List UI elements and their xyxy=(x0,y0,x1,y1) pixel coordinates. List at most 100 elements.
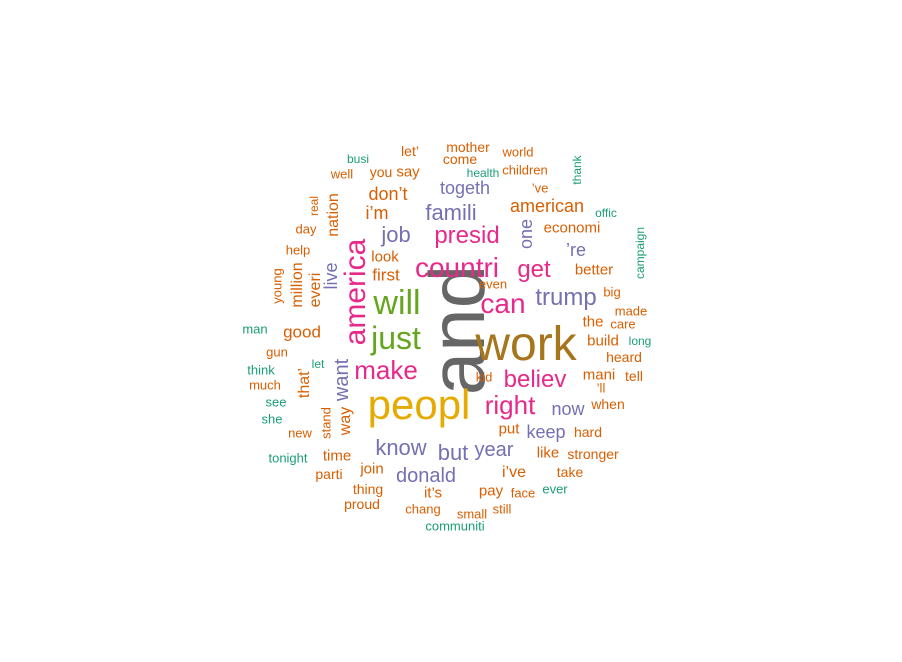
word-now: now xyxy=(551,399,585,419)
word-children: children xyxy=(502,162,548,178)
word-keep: keep xyxy=(526,422,566,442)
word-you: you xyxy=(369,164,393,180)
word-will: will xyxy=(373,284,421,322)
word-come: come xyxy=(442,151,478,167)
word-american: american xyxy=(509,196,585,216)
word-nation: nation xyxy=(325,193,342,237)
word-when: when xyxy=(591,396,625,412)
word-think: think xyxy=(247,362,275,378)
word-ever: ever xyxy=(542,481,568,497)
word-first: first xyxy=(372,265,400,285)
word-let: let’ xyxy=(401,143,419,159)
word-real: real xyxy=(307,195,321,217)
word-stand: stand xyxy=(318,407,334,439)
word-everi: everi xyxy=(307,272,324,308)
word-know: know xyxy=(375,435,427,460)
word-america: america xyxy=(339,238,372,346)
word-new: new xyxy=(288,425,312,441)
word-even: even xyxy=(478,276,508,292)
word-better: better xyxy=(574,261,614,279)
word-believ: believ xyxy=(503,366,567,393)
word-don-t: don’t xyxy=(368,184,408,204)
word-work: work xyxy=(475,318,577,371)
word-face: face xyxy=(510,485,536,501)
word-man: man xyxy=(242,321,268,337)
word-like: like xyxy=(536,444,560,462)
word-right: right xyxy=(484,390,536,420)
word-year: year xyxy=(474,439,514,461)
word-offic: offic xyxy=(595,206,617,220)
word-join: join xyxy=(360,460,384,478)
word-trump: trump xyxy=(535,284,597,311)
word-busi: busi xyxy=(346,152,370,166)
word-put: put xyxy=(498,420,520,438)
word-mother: mother xyxy=(446,139,490,155)
word-long: long xyxy=(628,334,652,348)
word-peopl: peopl xyxy=(367,381,471,428)
word-see: see xyxy=(265,394,287,410)
word-gun: gun xyxy=(266,344,288,360)
word-chang: chang xyxy=(405,501,441,517)
word-tell: tell xyxy=(625,368,643,384)
word-parti: parti xyxy=(315,466,343,482)
word-just: just xyxy=(371,320,421,356)
word-thank: thank xyxy=(570,155,584,185)
word-health: health xyxy=(466,166,500,180)
word-togeth: togeth xyxy=(439,178,491,198)
word-kid: kid xyxy=(475,369,493,385)
word-but: but xyxy=(437,440,469,465)
word-can: can xyxy=(480,288,526,319)
word-still: still xyxy=(492,501,512,517)
word-campaign: campaign xyxy=(633,226,647,280)
word-donald: donald xyxy=(395,465,457,487)
word-get: get xyxy=(517,256,551,283)
word-pay: pay xyxy=(478,482,504,500)
word-take: take xyxy=(556,464,584,480)
word-mani: mani xyxy=(582,366,616,384)
word-build: build xyxy=(587,332,619,350)
word-world: world xyxy=(502,144,534,160)
word-say: say xyxy=(396,163,420,181)
word-ll: ’ll xyxy=(596,380,606,396)
word-big: big xyxy=(603,284,621,300)
word-look: look xyxy=(371,248,399,266)
word-i-ve: i’ve xyxy=(501,464,527,481)
word-she: she xyxy=(261,411,283,427)
word-young: young xyxy=(269,268,285,304)
word-that: that’ xyxy=(296,367,313,399)
word-well: well xyxy=(330,166,354,182)
word-million: million xyxy=(289,262,306,308)
word-thing: thing xyxy=(352,481,384,497)
word-want: want xyxy=(331,358,353,402)
word-one: one xyxy=(516,218,536,250)
word-countri: countri xyxy=(414,252,500,283)
word-economi: economi xyxy=(543,219,601,237)
word-way: way xyxy=(337,406,354,436)
word-made: made xyxy=(614,303,648,319)
word-the: the xyxy=(582,313,604,331)
word-job: job xyxy=(381,222,411,247)
word-famili: famili xyxy=(425,200,477,225)
word-ve: ’ve xyxy=(531,180,549,196)
word-re: ’re xyxy=(565,240,587,260)
word-good: good xyxy=(283,322,321,342)
word-communiti: communiti xyxy=(425,518,485,534)
word-it-s: it’s xyxy=(423,484,443,502)
word-small: small xyxy=(456,506,488,522)
word-presid: presid xyxy=(434,222,500,249)
word-day: day xyxy=(295,221,317,237)
word-i-m: i’m xyxy=(365,203,389,223)
word-much: much xyxy=(249,377,281,393)
word-stronger: stronger xyxy=(567,446,619,462)
word-care: care xyxy=(610,316,636,332)
word-help: help xyxy=(285,242,311,258)
word-tonight: tonight xyxy=(268,450,308,466)
word-time: time xyxy=(322,447,352,465)
word-let: let xyxy=(311,357,325,371)
word-hard: hard xyxy=(573,424,603,440)
word-heard: heard xyxy=(606,349,642,365)
word-make: make xyxy=(354,355,418,385)
word-live: live xyxy=(321,262,341,290)
word-proud: proud xyxy=(344,496,380,512)
